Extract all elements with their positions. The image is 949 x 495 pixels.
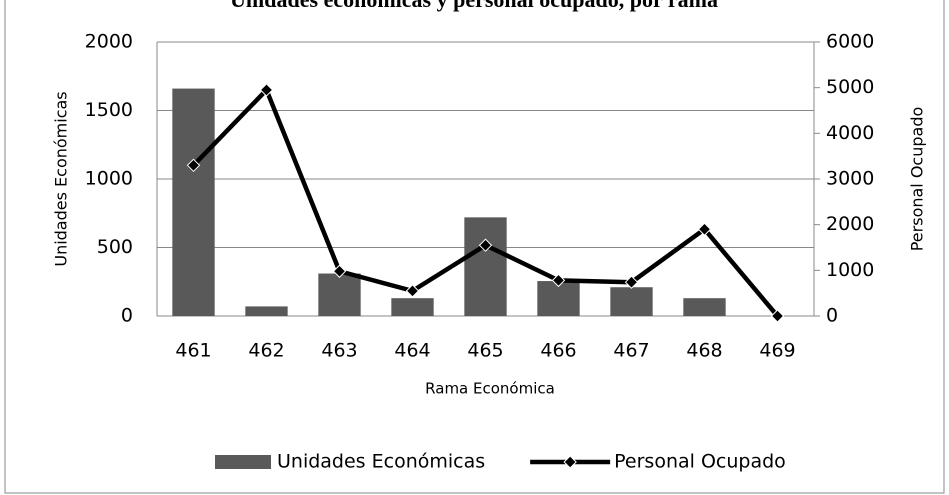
y-tick-label: 0 — [121, 305, 133, 327]
x-tick-label: 463 — [321, 340, 357, 362]
marker — [332, 264, 347, 278]
bar — [683, 298, 726, 316]
y-axis-label: Unidades Económicas — [52, 91, 71, 266]
legend-label: Unidades Económicas — [277, 451, 485, 473]
marker — [186, 158, 201, 173]
x-tick-label: 468 — [686, 340, 722, 362]
y2-tick-label: 3000 — [826, 168, 874, 190]
marker — [697, 222, 712, 236]
y-tick-label: 1500 — [85, 99, 133, 121]
chart-title: Unidades económicas y personal ocupado, … — [230, 0, 718, 12]
y-tick-label: 2000 — [85, 31, 133, 53]
legend-label: Personal Ocupado — [614, 451, 786, 473]
y2-tick-label: 4000 — [826, 122, 874, 144]
x-tick-label: 464 — [394, 340, 430, 362]
legend-marker — [563, 455, 577, 469]
y2-axis-label: Personal Ocupado — [908, 107, 927, 252]
x-tick-label: 469 — [759, 340, 795, 362]
y-tick-label: 500 — [97, 236, 133, 258]
marker — [405, 284, 420, 298]
marker — [551, 273, 566, 288]
bar — [172, 88, 215, 316]
y2-tick-label: 2000 — [826, 213, 874, 235]
x-tick-label: 461 — [175, 340, 211, 362]
bar — [318, 273, 361, 316]
x-tick-label: 466 — [540, 340, 576, 362]
x-tick-label: 467 — [613, 340, 649, 362]
x-axis-label: Rama Económica — [425, 380, 555, 398]
marker — [624, 275, 639, 289]
x-tick-label: 462 — [248, 340, 284, 362]
marker — [259, 83, 274, 97]
x-tick-label: 465 — [467, 340, 503, 362]
y2-tick-label: 0 — [826, 305, 838, 327]
bar — [391, 298, 434, 316]
y2-tick-label: 6000 — [826, 31, 874, 53]
y-tick-label: 1000 — [85, 168, 133, 190]
y2-tick-label: 5000 — [826, 76, 874, 98]
bar — [610, 287, 653, 316]
y2-tick-label: 1000 — [826, 259, 874, 281]
marker — [770, 309, 785, 323]
legend-swatch — [215, 455, 271, 469]
marker — [478, 238, 493, 252]
bar — [464, 217, 507, 316]
bar — [245, 306, 288, 316]
